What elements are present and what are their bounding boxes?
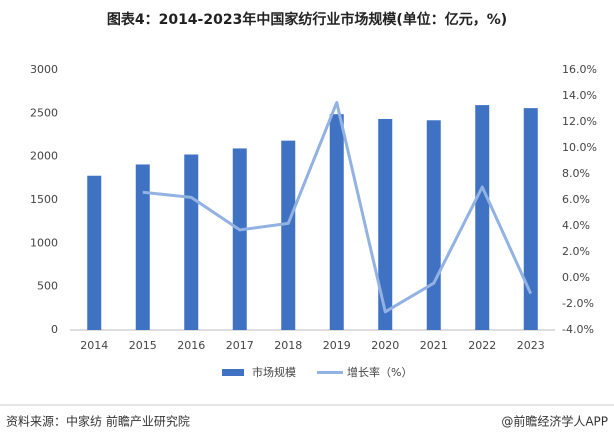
y2-tick-label: 4.0%	[562, 219, 590, 232]
y2-tick-label: -4.0%	[562, 323, 594, 336]
y2-tick-label: 10.0%	[562, 141, 597, 154]
bar	[87, 175, 102, 330]
y2-tick-label: -2.0%	[562, 297, 594, 310]
y-tick-label: 1000	[30, 236, 58, 249]
y-tick-label: 3000	[30, 63, 58, 76]
bar	[281, 140, 296, 330]
bar	[475, 105, 490, 330]
x-tick-label: 2023	[517, 339, 545, 352]
x-tick-label: 2022	[468, 339, 496, 352]
x-tick-label: 2018	[274, 339, 302, 352]
y-tick-label: 1500	[30, 193, 58, 206]
x-tick-label: 2016	[177, 339, 205, 352]
x-tick-label: 2021	[420, 339, 448, 352]
bar	[232, 148, 247, 330]
y2-tick-label: 6.0%	[562, 193, 590, 206]
bar	[426, 120, 441, 331]
x-tick-label: 2019	[323, 339, 351, 352]
x-tick-label: 2017	[226, 339, 254, 352]
legend-label: 增长率（%）	[347, 365, 412, 379]
y2-tick-label: 16.0%	[562, 63, 597, 76]
bar	[184, 154, 199, 330]
line	[142, 101, 533, 314]
bar	[135, 164, 150, 330]
source: 资料来源：中家纺 前瞻产业研究院	[6, 414, 190, 429]
x-tick-label: 2015	[129, 339, 157, 352]
y2-tick-label: 8.0%	[562, 167, 590, 180]
legend-swatch	[222, 369, 244, 376]
y2-tick-label: 0.0%	[562, 271, 590, 284]
y-tick-label: 2000	[30, 150, 58, 163]
legend-label: 市场规模	[252, 365, 296, 379]
y2-tick-label: 2.0%	[562, 245, 590, 258]
bar	[523, 108, 538, 330]
y-tick-label: 0	[51, 323, 58, 336]
bar	[378, 118, 393, 330]
y2-tick-label: 14.0%	[562, 89, 597, 102]
y-tick-label: 2500	[30, 106, 58, 119]
x-tick-label: 2014	[80, 339, 108, 352]
y2-tick-label: 12.0%	[562, 115, 597, 128]
bar	[329, 114, 344, 330]
credit: @前瞻经济学人APP	[501, 414, 608, 429]
chart-title: 图表4：2014-2023年中国家纺行业市场规模(单位：亿元，%)	[107, 11, 507, 28]
y-tick-label: 500	[37, 280, 58, 293]
x-tick-label: 2020	[371, 339, 399, 352]
